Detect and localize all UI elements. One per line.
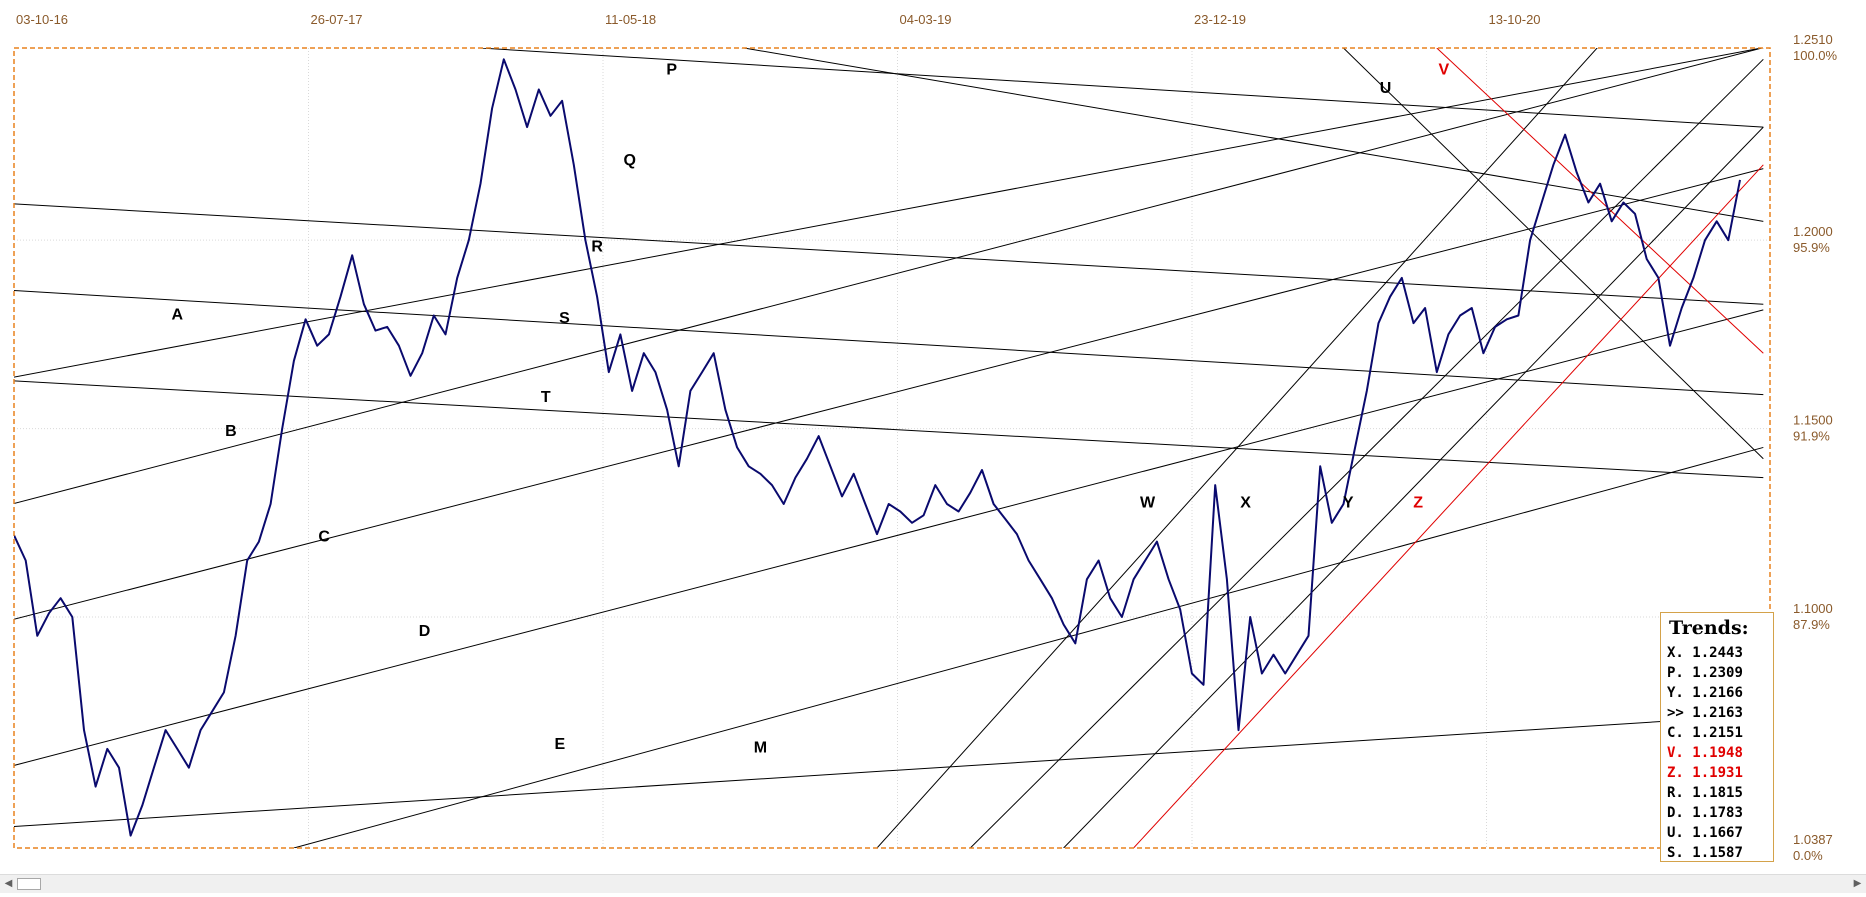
- y-tick-percent: 87.9%: [1793, 617, 1830, 632]
- trend-value: 1.2443: [1692, 645, 1743, 661]
- trend-value: 1.1815: [1692, 785, 1743, 801]
- y-tick-label: 1.2000: [1793, 224, 1833, 239]
- trend-value: 1.1931: [1692, 765, 1743, 781]
- trend-key: S.: [1667, 845, 1684, 861]
- trend-value: 1.1783: [1692, 805, 1743, 821]
- trend-row: S. 1.1587: [1667, 843, 1767, 863]
- trend-label-E: E: [554, 736, 565, 753]
- trend-line-U: [1343, 48, 1764, 460]
- x-tick-label: 03-10-16: [16, 12, 68, 27]
- trend-line-A: [14, 48, 1764, 378]
- trend-line-M: [14, 714, 1764, 828]
- trend-label-Y: Y: [1343, 495, 1354, 512]
- y-tick-percent: 0.0%: [1793, 848, 1823, 863]
- price-series: [14, 58, 1741, 837]
- trend-label-P: P: [666, 61, 677, 78]
- trend-line-V: [1436, 48, 1764, 354]
- y-tick-label: 1.1500: [1793, 413, 1833, 428]
- trend-row: C. 1.2151: [1667, 723, 1767, 743]
- trend-label-A: A: [171, 306, 183, 323]
- trend-row: R. 1.1815: [1667, 783, 1767, 803]
- scrollbar-thumb[interactable]: [17, 878, 41, 890]
- arrow-left-icon[interactable]: ◀: [4, 878, 13, 889]
- trend-label-D: D: [419, 623, 431, 640]
- x-tick-label: 04-03-19: [900, 12, 952, 27]
- arrow-right-icon[interactable]: ▶: [1853, 878, 1862, 889]
- trend-line-R: [14, 203, 1764, 305]
- trend-label-B: B: [225, 423, 237, 440]
- trend-key: D.: [1667, 805, 1684, 821]
- trend-label-W: W: [1140, 495, 1156, 512]
- trend-line-D: [14, 309, 1764, 766]
- x-tick-label: 11-05-18: [605, 12, 656, 27]
- trend-key: Y.: [1667, 685, 1684, 701]
- trend-value: 1.2309: [1692, 665, 1743, 681]
- x-tick-label: 13-10-20: [1489, 12, 1541, 27]
- trend-row: X. 1.2443: [1667, 643, 1767, 663]
- grid: [14, 48, 1770, 848]
- horizontal-scrollbar[interactable]: ◀ ▶: [0, 874, 1866, 893]
- trend-key: R.: [1667, 785, 1684, 801]
- trend-label-C: C: [318, 529, 330, 546]
- trend-key: >>: [1667, 705, 1684, 721]
- trends-list: X. 1.2443 P. 1.2309 Y. 1.2166 >> 1.2163 C. 1…: [1667, 643, 1767, 863]
- x-tick-label: 26-07-17: [311, 12, 363, 27]
- trend-key: Z.: [1667, 765, 1684, 781]
- trend-row: U. 1.1667: [1667, 823, 1767, 843]
- y-tick-percent: 100.0%: [1793, 48, 1838, 63]
- trend-label-M: M: [754, 740, 767, 757]
- y-tick-label: 1.1000: [1793, 601, 1833, 616]
- trend-value: 1.1587: [1692, 845, 1743, 861]
- trend-row: P. 1.2309: [1667, 663, 1767, 683]
- trend-label-T: T: [541, 389, 551, 406]
- plot-frame: [13, 47, 1771, 849]
- trend-line-W: [876, 48, 1598, 848]
- trend-key: C.: [1667, 725, 1684, 741]
- trend-row: V. 1.1948: [1667, 743, 1767, 763]
- trend-line-X: [969, 58, 1764, 848]
- trend-lines: [14, 48, 1764, 848]
- trend-label-Z: Z: [1413, 495, 1423, 512]
- trend-line-S: [14, 290, 1764, 396]
- trend-value: 1.2151: [1692, 725, 1743, 741]
- x-tick-label: 23-12-19: [1194, 12, 1246, 27]
- trend-value: 1.2166: [1692, 685, 1743, 701]
- trend-line-C: [14, 168, 1764, 620]
- trend-key: U.: [1667, 825, 1684, 841]
- price-line: [14, 58, 1741, 837]
- y-tick-label: 1.0387: [1793, 832, 1833, 847]
- trend-value: 1.2163: [1692, 705, 1743, 721]
- trend-label-V: V: [1438, 61, 1449, 78]
- trends-title: Trends:: [1669, 617, 1749, 639]
- trend-key: X.: [1667, 645, 1684, 661]
- trend-row: Y. 1.2166: [1667, 683, 1767, 703]
- trend-label-S: S: [559, 310, 570, 327]
- trend-value: 1.1667: [1692, 825, 1743, 841]
- trend-line-P: [480, 48, 1764, 128]
- y-tick-percent: 95.9%: [1793, 240, 1830, 255]
- trends-panel: Trends: X. 1.2443 P. 1.2309 Y. 1.2166 >> 1.…: [1660, 612, 1774, 862]
- trend-row: >> 1.2163: [1667, 703, 1767, 723]
- trend-line-T: [14, 380, 1764, 479]
- trend-value: 1.1948: [1692, 745, 1743, 761]
- x-axis-ticks: 03-10-16 26-07-17 11-05-18 04-03-19 23-12-19…: [16, 12, 1541, 27]
- trend-labels: A B C D E M P Q R S T U V W X Y Z: [171, 61, 1449, 756]
- y-tick-percent: 91.9%: [1793, 429, 1830, 444]
- trend-row: D. 1.1783: [1667, 803, 1767, 823]
- trend-label-U: U: [1380, 80, 1392, 97]
- trend-label-Q: Q: [624, 152, 636, 169]
- trend-line-B: [14, 48, 1764, 505]
- trend-label-X: X: [1240, 495, 1251, 512]
- trend-key: V.: [1667, 745, 1684, 761]
- trend-label-R: R: [591, 238, 603, 255]
- trend-key: P.: [1667, 665, 1684, 681]
- trend-line-Q: [741, 48, 1764, 222]
- trend-row: Z. 1.1931: [1667, 763, 1767, 783]
- y-tick-label: 1.2510: [1793, 32, 1833, 47]
- trend-line-Y: [1063, 126, 1764, 848]
- trend-line-E: [293, 446, 1764, 848]
